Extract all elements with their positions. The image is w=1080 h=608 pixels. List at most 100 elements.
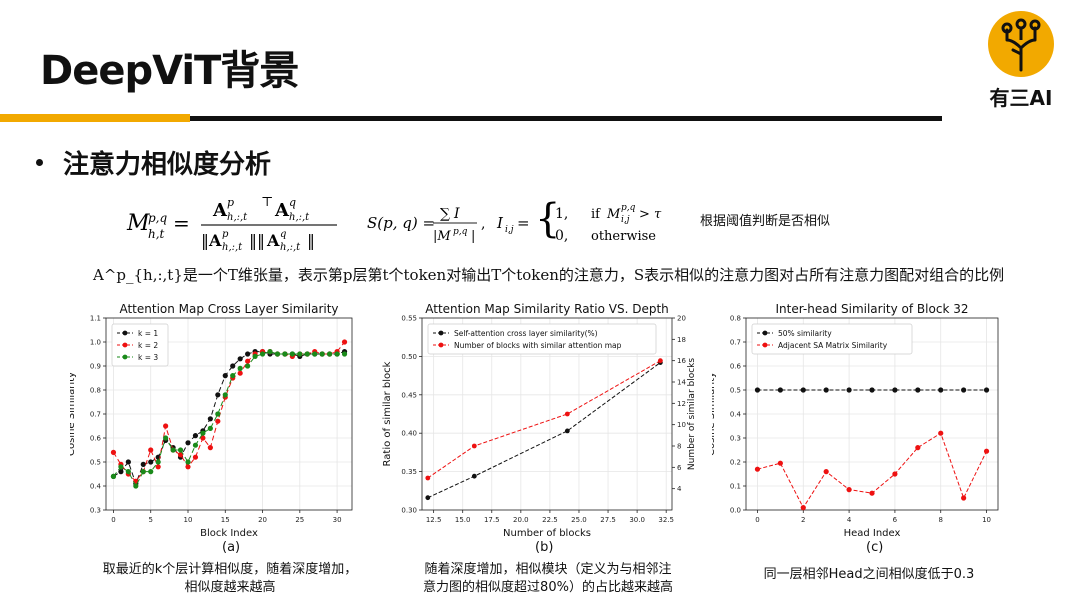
data-point — [245, 358, 251, 364]
data-point — [163, 423, 169, 429]
y-right-tick-label: 4 — [677, 485, 682, 493]
data-point — [823, 387, 829, 393]
y-right-tick-label: 20 — [677, 315, 686, 323]
subfigure-label-a: (a) — [222, 540, 241, 555]
data-point — [983, 448, 990, 454]
svg-text:I: I — [496, 214, 504, 232]
svg-text:‖: ‖ — [201, 231, 209, 250]
y-tick-label: 0.6 — [90, 435, 102, 443]
y-right-tick-label: 16 — [677, 357, 686, 365]
data-point — [200, 435, 206, 441]
bullet-dot — [36, 159, 43, 166]
x-tick-label: 2 — [801, 516, 805, 524]
y-right-tick-label: 14 — [677, 379, 686, 387]
chart-title: Inter-head Similarity of Block 32 — [776, 302, 969, 316]
data-point — [237, 365, 243, 371]
data-point — [177, 447, 184, 453]
series-line — [113, 351, 345, 486]
legend-label: Self-attention cross layer similarity(%) — [454, 329, 598, 338]
plot-frame — [421, 317, 673, 511]
svg-text:A: A — [266, 231, 280, 250]
svg-text:i,j: i,j — [621, 215, 630, 225]
data-point — [110, 473, 117, 479]
y-right-tick-label: 8 — [677, 443, 681, 451]
legend-label: Adjacent SA Matrix Similarity — [778, 341, 888, 350]
data-point — [259, 351, 266, 357]
header-divider — [190, 116, 942, 121]
header-accent-bar — [0, 114, 190, 122]
data-point — [140, 469, 146, 475]
data-point — [846, 387, 852, 393]
x-tick-label: 0 — [755, 516, 759, 524]
data-point — [274, 351, 281, 357]
svg-text:p,q: p,q — [621, 203, 636, 213]
svg-text:∑: ∑ — [440, 206, 450, 222]
formula-i: { 1, 0, if M p,q i,j > τ otherwise — [535, 196, 685, 252]
data-point — [297, 351, 303, 357]
data-point — [777, 460, 783, 466]
y-tick-label: 0.5 — [730, 387, 741, 395]
logo-icon — [988, 11, 1054, 77]
data-point — [207, 425, 213, 431]
data-point — [289, 351, 295, 357]
slide-title: DeepViT背景 — [40, 48, 299, 94]
data-point — [564, 428, 570, 434]
data-point — [237, 370, 243, 376]
x-tick-label: 15 — [221, 516, 230, 524]
data-point — [230, 363, 236, 369]
data-point — [148, 447, 154, 453]
data-point — [823, 469, 829, 475]
data-point — [148, 469, 154, 475]
data-point — [215, 418, 221, 424]
data-point — [892, 387, 898, 393]
data-point — [215, 392, 221, 398]
svg-text:p: p — [227, 196, 234, 209]
x-tick-label: 27.5 — [600, 516, 616, 524]
y-tick-label: 0.9 — [90, 363, 101, 371]
formula-m: M p,q h,t = A p h,:,t ⊤ A q h,:,t ‖ A p … — [125, 192, 350, 258]
bullet-heading: 注意力相似度分析 — [36, 144, 271, 181]
caption-b: 随着深度增加，相似模块（定义为与相邻注 意力图的相似度超过80%）的占比越来越高 — [423, 562, 673, 595]
data-point — [222, 373, 228, 379]
data-point — [327, 351, 333, 357]
svg-text:p,q: p,q — [453, 227, 468, 237]
data-point — [192, 454, 199, 460]
svg-text:h,:,t: h,:,t — [289, 212, 310, 223]
svg-text:h,:,t: h,:,t — [222, 242, 243, 253]
data-point — [938, 430, 944, 436]
y-axis-label: Cosine Similarity — [70, 372, 77, 456]
x-tick-label: 25.0 — [571, 516, 587, 524]
logo-text: 有三AI — [989, 86, 1053, 110]
x-tick-label: 32.5 — [658, 516, 674, 524]
subfigure-label-c: (c) — [866, 540, 884, 555]
x-tick-label: 4 — [847, 516, 852, 524]
data-point — [312, 351, 318, 357]
data-point — [163, 435, 169, 441]
y-tick-label: 0.4 — [730, 411, 742, 419]
y-tick-label: 0.30 — [401, 507, 417, 515]
data-point — [341, 351, 348, 357]
x-axis-label: Number of blocks — [503, 528, 591, 538]
legend-label: Number of blocks with similar attention … — [454, 341, 622, 350]
data-point — [200, 430, 206, 436]
data-point — [222, 392, 228, 398]
svg-text:h,:,t: h,:,t — [280, 242, 301, 253]
y-tick-label: 0.7 — [730, 339, 741, 347]
svg-text:h,:,t: h,:,t — [227, 212, 248, 223]
data-point — [915, 387, 921, 393]
data-point — [245, 363, 251, 369]
svg-text:|M: |M — [433, 229, 451, 244]
data-point — [869, 490, 875, 496]
data-point — [657, 358, 663, 364]
legend-label: 50% similarity — [778, 329, 832, 338]
data-point — [125, 459, 131, 465]
legend-box — [427, 323, 657, 355]
description: A^p_{h,:,t}是一个T维张量，表示第p层第t个token对输出T个tok… — [93, 264, 1004, 285]
data-point — [915, 445, 921, 451]
svg-text:S(p, q) =: S(p, q) = — [367, 214, 435, 232]
svg-text:I: I — [453, 206, 460, 222]
data-point — [938, 387, 944, 393]
y-tick-label: 1.0 — [90, 339, 101, 347]
data-point — [334, 351, 340, 357]
legend-marker — [122, 330, 128, 336]
